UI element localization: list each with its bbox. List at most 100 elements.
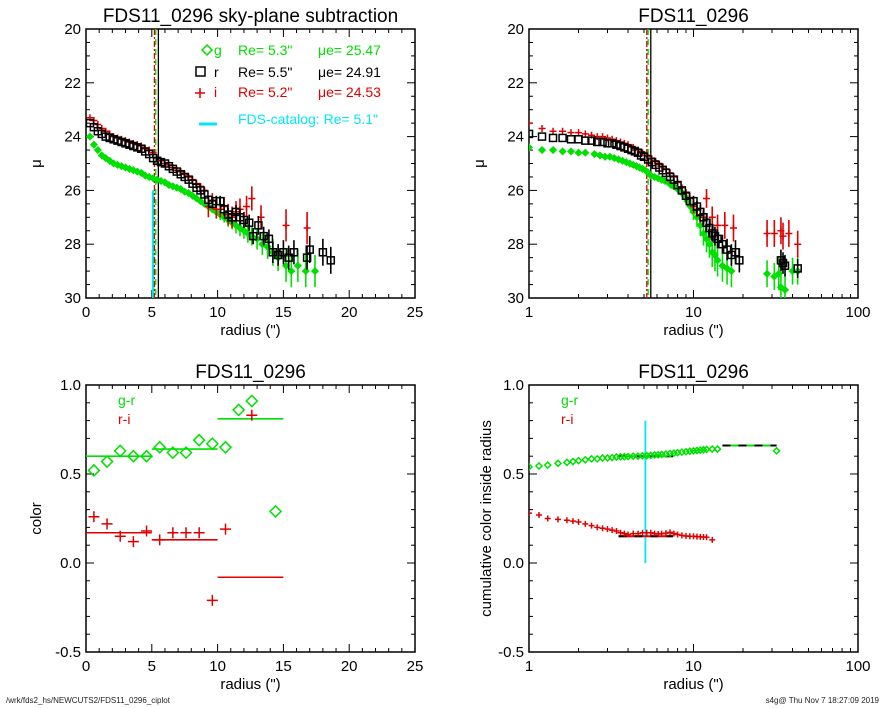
data-point-i xyxy=(763,229,771,237)
data-point-r xyxy=(673,180,682,190)
y-tick-label: 0.5 xyxy=(60,466,81,483)
data-point-g xyxy=(287,267,296,276)
chart-title: FDS11_0296 sky-plane subtraction xyxy=(103,6,398,27)
data-point-i xyxy=(779,232,787,240)
y-tick-label: 24 xyxy=(64,129,81,146)
data-point-r-i xyxy=(609,527,616,534)
data-point-g-r xyxy=(702,445,711,454)
data-point-g-r xyxy=(708,445,717,454)
data-point-i xyxy=(785,229,793,237)
data-point-g xyxy=(705,240,714,249)
data-point-r-i xyxy=(193,527,205,539)
data-point-g-r xyxy=(192,433,206,447)
data-point-r xyxy=(718,239,727,249)
data-point-g xyxy=(762,269,772,278)
data-point-g-r xyxy=(581,455,590,464)
data-point-i xyxy=(243,203,251,211)
data-point-g-r xyxy=(696,446,705,455)
data-point-r-i xyxy=(127,536,139,548)
legend-mu-text: μe= 24.53 xyxy=(318,84,381,100)
y-tick-label: 20 xyxy=(64,21,81,38)
x-tick-label: 25 xyxy=(407,658,424,675)
data-point-r xyxy=(268,248,278,257)
data-point-r-i xyxy=(154,534,166,546)
data-point-r xyxy=(581,136,590,145)
y-tick-label: 26 xyxy=(507,182,524,199)
legend-re-text: Re= 5.5" xyxy=(238,64,292,80)
legend-marker-g xyxy=(200,43,214,57)
data-point-r-i xyxy=(575,519,582,526)
data-point-r-i xyxy=(563,517,570,524)
data-point-r xyxy=(558,133,567,143)
legend-marker-r xyxy=(195,66,206,77)
data-point-r-i xyxy=(635,530,642,537)
data-point-r-i xyxy=(219,523,231,535)
data-point-r-i xyxy=(569,518,576,525)
data-point-r xyxy=(254,221,263,230)
plot-frame xyxy=(528,28,859,299)
legend-re-text: FDS-catalog: Re= 5.1" xyxy=(238,111,378,127)
legend-band-label: r xyxy=(214,64,219,80)
data-point-r xyxy=(566,135,576,144)
footer-timestamp: s4g@ Thu Nov 7 18:27:09 2019 xyxy=(765,696,879,705)
data-point-r xyxy=(264,234,274,244)
data-point-r xyxy=(318,248,328,257)
y-tick-label: 28 xyxy=(64,236,81,253)
data-point-r-i xyxy=(246,409,258,421)
y-tick-label: 1.0 xyxy=(503,377,524,394)
chart-title: FDS11_0296 xyxy=(638,6,749,27)
data-point-r xyxy=(239,215,249,225)
chart-title: FDS11_0296 xyxy=(195,362,306,383)
y-axis-label: μ xyxy=(471,159,488,168)
data-point-r xyxy=(735,256,744,265)
data-point-r-i xyxy=(594,524,601,531)
data-point-r-i xyxy=(167,527,179,539)
data-point-i xyxy=(581,130,589,138)
data-point-g-r xyxy=(232,403,246,417)
data-point-r xyxy=(284,253,293,262)
data-point-i xyxy=(248,194,256,202)
data-point-r xyxy=(548,133,558,143)
x-tick-label: 0 xyxy=(82,658,90,675)
y-tick-label: 0.0 xyxy=(60,555,81,572)
data-point-g-r xyxy=(113,444,127,458)
data-point-i xyxy=(714,221,722,229)
plot-area xyxy=(86,394,284,606)
data-point-r-i xyxy=(647,529,654,536)
data-point-g xyxy=(86,132,95,141)
data-point-g-r xyxy=(713,445,722,454)
x-axis-label: radius (") xyxy=(663,676,723,693)
data-point-r xyxy=(529,129,534,139)
data-point-r xyxy=(537,132,547,141)
y-axis-label: μ xyxy=(28,159,45,168)
data-point-g-r xyxy=(593,454,602,463)
y-axis-label: cumulative color inside radius xyxy=(478,420,495,617)
x-tick-label: 15 xyxy=(275,304,292,321)
data-point-r-i xyxy=(613,527,620,534)
data-point-r xyxy=(598,137,607,147)
plot-area xyxy=(529,29,802,298)
y-axis-label: color xyxy=(28,502,45,535)
data-point-g-r xyxy=(218,440,233,454)
y-tick-label: 28 xyxy=(507,236,524,253)
plot-frame xyxy=(528,384,859,653)
data-point-g-r xyxy=(587,454,596,463)
panel-color-annuli: FDS11_0296 0 5 10 15 20 25 -0.5 0.0 0.5 1.0 radius … xyxy=(28,362,423,693)
data-point-g xyxy=(574,148,583,157)
data-point-r-i xyxy=(554,516,561,523)
data-point-r xyxy=(607,139,617,148)
y-tick-label: 0.0 xyxy=(503,555,524,572)
data-point-r-i xyxy=(617,529,624,536)
data-point-g xyxy=(718,261,727,270)
x-axis-label: radius (") xyxy=(220,322,280,339)
data-point-r xyxy=(305,245,314,254)
legend-band-label: g xyxy=(214,42,222,58)
data-point-r-i xyxy=(625,531,632,538)
data-point-g xyxy=(529,143,534,152)
data-point-i xyxy=(729,224,737,232)
legend-label-r-i: r-i xyxy=(561,411,573,427)
data-point-r-i xyxy=(114,530,126,542)
data-point-g xyxy=(537,145,547,155)
data-point-g xyxy=(699,229,708,238)
data-point-g-r xyxy=(534,461,544,471)
